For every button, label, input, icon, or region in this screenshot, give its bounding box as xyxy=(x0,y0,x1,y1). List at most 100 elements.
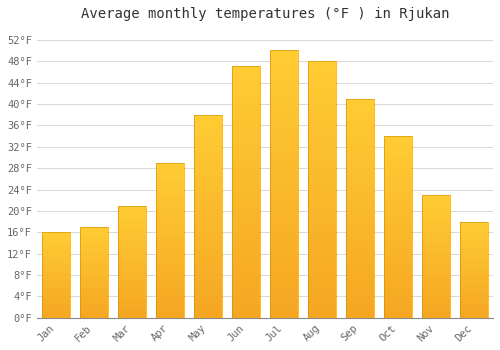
Bar xyxy=(118,247,146,248)
Bar xyxy=(460,226,488,228)
Bar xyxy=(270,135,298,140)
Bar xyxy=(270,64,298,68)
Bar xyxy=(346,194,374,197)
Bar xyxy=(194,298,222,301)
Bar xyxy=(232,305,260,309)
Bar xyxy=(80,289,108,290)
Bar xyxy=(346,186,374,190)
Bar xyxy=(80,290,108,292)
Bar xyxy=(118,220,146,222)
Bar xyxy=(80,257,108,259)
Bar xyxy=(42,270,70,271)
Bar xyxy=(156,245,184,248)
Bar xyxy=(346,241,374,245)
Bar xyxy=(460,273,488,274)
Bar xyxy=(308,138,336,142)
Bar xyxy=(422,201,450,203)
Bar xyxy=(232,264,260,268)
Bar xyxy=(80,274,108,275)
Bar xyxy=(308,301,336,305)
Bar xyxy=(118,248,146,251)
Bar xyxy=(42,239,70,241)
Bar xyxy=(346,296,374,300)
Bar xyxy=(118,295,146,297)
Bar xyxy=(384,260,412,263)
Bar xyxy=(422,207,450,209)
Bar xyxy=(460,299,488,300)
Bar xyxy=(422,226,450,228)
Bar xyxy=(194,294,222,298)
Bar xyxy=(308,228,336,232)
Bar xyxy=(270,122,298,126)
Bar xyxy=(118,303,146,305)
Bar xyxy=(422,211,450,213)
Bar xyxy=(80,244,108,245)
Bar xyxy=(80,300,108,301)
Bar xyxy=(42,309,70,311)
Bar xyxy=(460,316,488,318)
Bar xyxy=(42,258,70,259)
Bar xyxy=(156,258,184,261)
Bar xyxy=(346,216,374,219)
Bar xyxy=(118,269,146,271)
Bar xyxy=(270,229,298,233)
Bar xyxy=(232,71,260,75)
Bar xyxy=(422,262,450,265)
Bar xyxy=(308,258,336,262)
Bar xyxy=(346,132,374,135)
Bar xyxy=(232,238,260,243)
Bar xyxy=(156,232,184,235)
Bar xyxy=(194,115,222,318)
Bar xyxy=(232,117,260,121)
Bar xyxy=(156,271,184,274)
Bar xyxy=(460,249,488,251)
Bar xyxy=(232,314,260,318)
Bar xyxy=(270,215,298,220)
Bar xyxy=(42,312,70,314)
Bar xyxy=(80,315,108,316)
Bar xyxy=(422,289,450,291)
Bar xyxy=(42,232,70,318)
Bar xyxy=(118,226,146,228)
Bar xyxy=(42,264,70,265)
Bar xyxy=(346,245,374,248)
Bar xyxy=(346,161,374,164)
Bar xyxy=(308,279,336,284)
Bar xyxy=(42,305,70,307)
Bar xyxy=(118,215,146,217)
Bar xyxy=(460,315,488,316)
Bar xyxy=(194,311,222,315)
Bar xyxy=(422,203,450,205)
Bar xyxy=(422,279,450,281)
Bar xyxy=(118,307,146,308)
Bar xyxy=(118,213,146,215)
Bar xyxy=(346,172,374,175)
Bar xyxy=(156,315,184,318)
Bar xyxy=(384,169,412,173)
Bar xyxy=(232,92,260,96)
Bar xyxy=(156,248,184,251)
Bar xyxy=(156,310,184,313)
Bar xyxy=(346,281,374,285)
Bar xyxy=(422,273,450,275)
Bar xyxy=(156,215,184,217)
Bar xyxy=(384,218,412,221)
Bar xyxy=(384,275,412,279)
Bar xyxy=(346,146,374,150)
Bar xyxy=(80,231,108,233)
Bar xyxy=(232,138,260,142)
Bar xyxy=(118,232,146,234)
Bar xyxy=(270,224,298,229)
Bar xyxy=(308,292,336,296)
Bar xyxy=(80,304,108,306)
Bar xyxy=(308,147,336,151)
Bar xyxy=(42,303,70,305)
Bar xyxy=(422,301,450,303)
Bar xyxy=(194,145,222,148)
Bar xyxy=(80,271,108,272)
Bar xyxy=(42,292,70,294)
Bar xyxy=(384,157,412,160)
Bar xyxy=(308,224,336,228)
Bar xyxy=(232,209,260,213)
Bar xyxy=(346,120,374,124)
